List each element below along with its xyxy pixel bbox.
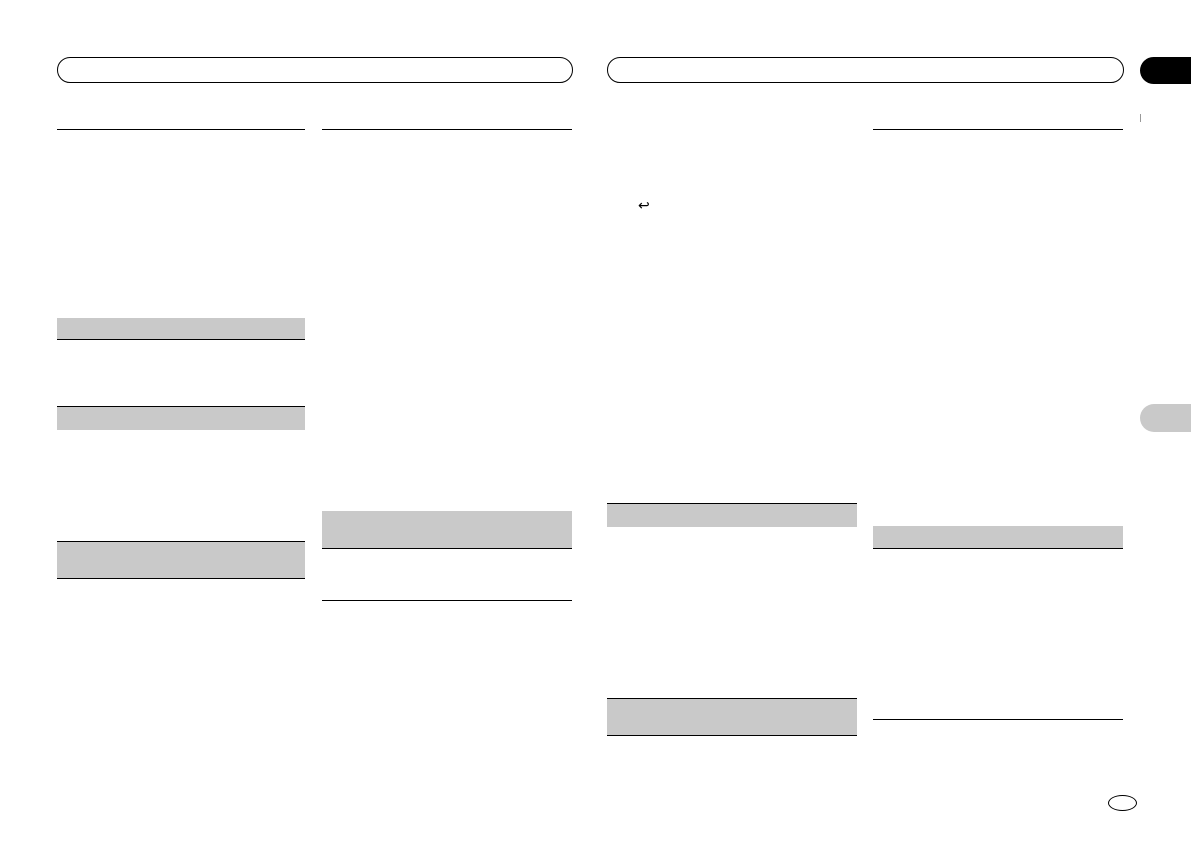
section-heading-band	[607, 698, 857, 736]
section-rule	[873, 129, 1123, 130]
section-tab	[1140, 404, 1191, 432]
header-bar-left	[57, 57, 573, 83]
section-rule	[57, 129, 305, 130]
tab-mark	[1140, 114, 1141, 122]
section-rule	[322, 600, 572, 601]
section-heading-band	[873, 526, 1123, 549]
section-heading-band	[607, 503, 857, 527]
language-tab	[1140, 57, 1191, 84]
header-bar-right	[607, 57, 1124, 83]
page-number-oval	[1108, 795, 1137, 811]
section-rule	[873, 719, 1123, 720]
section-heading-band	[57, 406, 305, 430]
section-heading-band	[57, 541, 305, 579]
section-rule	[322, 129, 572, 130]
section-heading-band	[322, 511, 572, 549]
return-icon: ↩	[638, 197, 650, 213]
section-heading-band	[57, 318, 305, 340]
